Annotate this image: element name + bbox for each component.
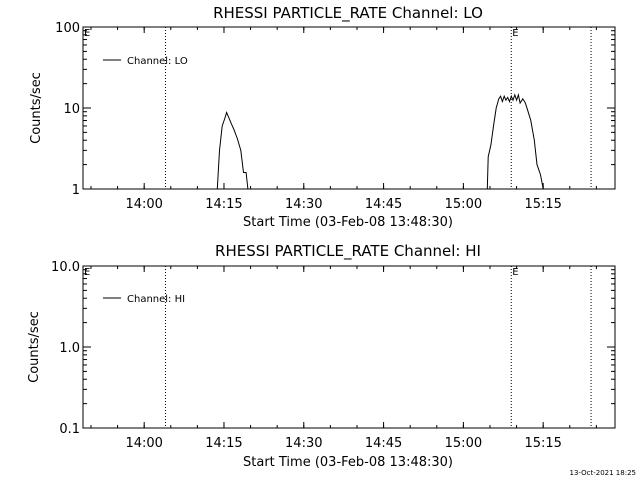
series-lines <box>216 93 544 190</box>
y-tick-label: 1 <box>72 183 80 198</box>
y-axis-label: Counts/sec <box>27 311 42 383</box>
x-axis-label: Start Time (03-Feb-08 13:48:30) <box>243 215 453 230</box>
event-marker-label: E <box>512 267 518 278</box>
series-line <box>486 93 544 190</box>
chart-title: RHESSI PARTICLE_RATE Channel: LO <box>213 4 483 23</box>
plot-frame <box>82 265 616 429</box>
x-axis: 14:00 14:15 14:30 14:45 15:00 15:15 <box>90 266 597 451</box>
y-tick-label: 0.1 <box>59 422 80 437</box>
x-tick-label: 15:15 <box>524 436 561 451</box>
corner-label: E <box>84 28 90 39</box>
chart-title: RHESSI PARTICLE_RATE Channel: HI <box>215 242 481 261</box>
x-tick-label: 14:15 <box>205 197 242 212</box>
x-tick-label: 14:00 <box>125 197 162 212</box>
x-tick-label: 15:15 <box>524 197 561 212</box>
y-tick-label: 1.0 <box>59 341 80 356</box>
timestamp: 13-Oct-2021 18:25 <box>570 469 636 477</box>
chart-panel-lo: RHESSI PARTICLE_RATE Channel: LO 110100 … <box>29 4 616 230</box>
x-tick-label: 14:30 <box>285 436 322 451</box>
event-marker-label: E <box>512 28 518 39</box>
x-tick-label: 15:00 <box>445 197 482 212</box>
x-axis-label: Start Time (03-Feb-08 13:48:30) <box>243 455 453 470</box>
chart-panel-hi: RHESSI PARTICLE_RATE Channel: HI 0.1 1.0 1… <box>27 242 616 470</box>
x-tick-label: 14:15 <box>205 436 242 451</box>
y-axis: 1 10 100 <box>55 21 615 198</box>
y-tick-label: 100 <box>55 21 80 36</box>
x-tick-label: 14:45 <box>365 197 402 212</box>
event-markers: E <box>164 266 592 428</box>
x-tick-label: 14:00 <box>125 436 162 451</box>
plot-frame <box>82 26 616 190</box>
series-line <box>216 111 249 190</box>
x-tick-label: 14:30 <box>285 197 322 212</box>
x-axis: 14:00 14:15 14:30 14:45 15:00 15:15 <box>90 27 597 212</box>
legend-label: Channel: HI <box>127 294 185 305</box>
y-axis-label: Counts/sec <box>29 72 44 144</box>
event-markers: E <box>164 27 592 189</box>
x-tick-label: 15:00 <box>445 436 482 451</box>
x-tick-label: 14:45 <box>365 436 402 451</box>
y-tick-label: 10.0 <box>51 260 80 275</box>
y-tick-label: 10 <box>63 102 80 117</box>
legend-label: Channel: LO <box>127 56 188 67</box>
corner-label: E <box>84 267 90 278</box>
y-axis: 0.1 1.0 10.0 <box>51 260 615 437</box>
